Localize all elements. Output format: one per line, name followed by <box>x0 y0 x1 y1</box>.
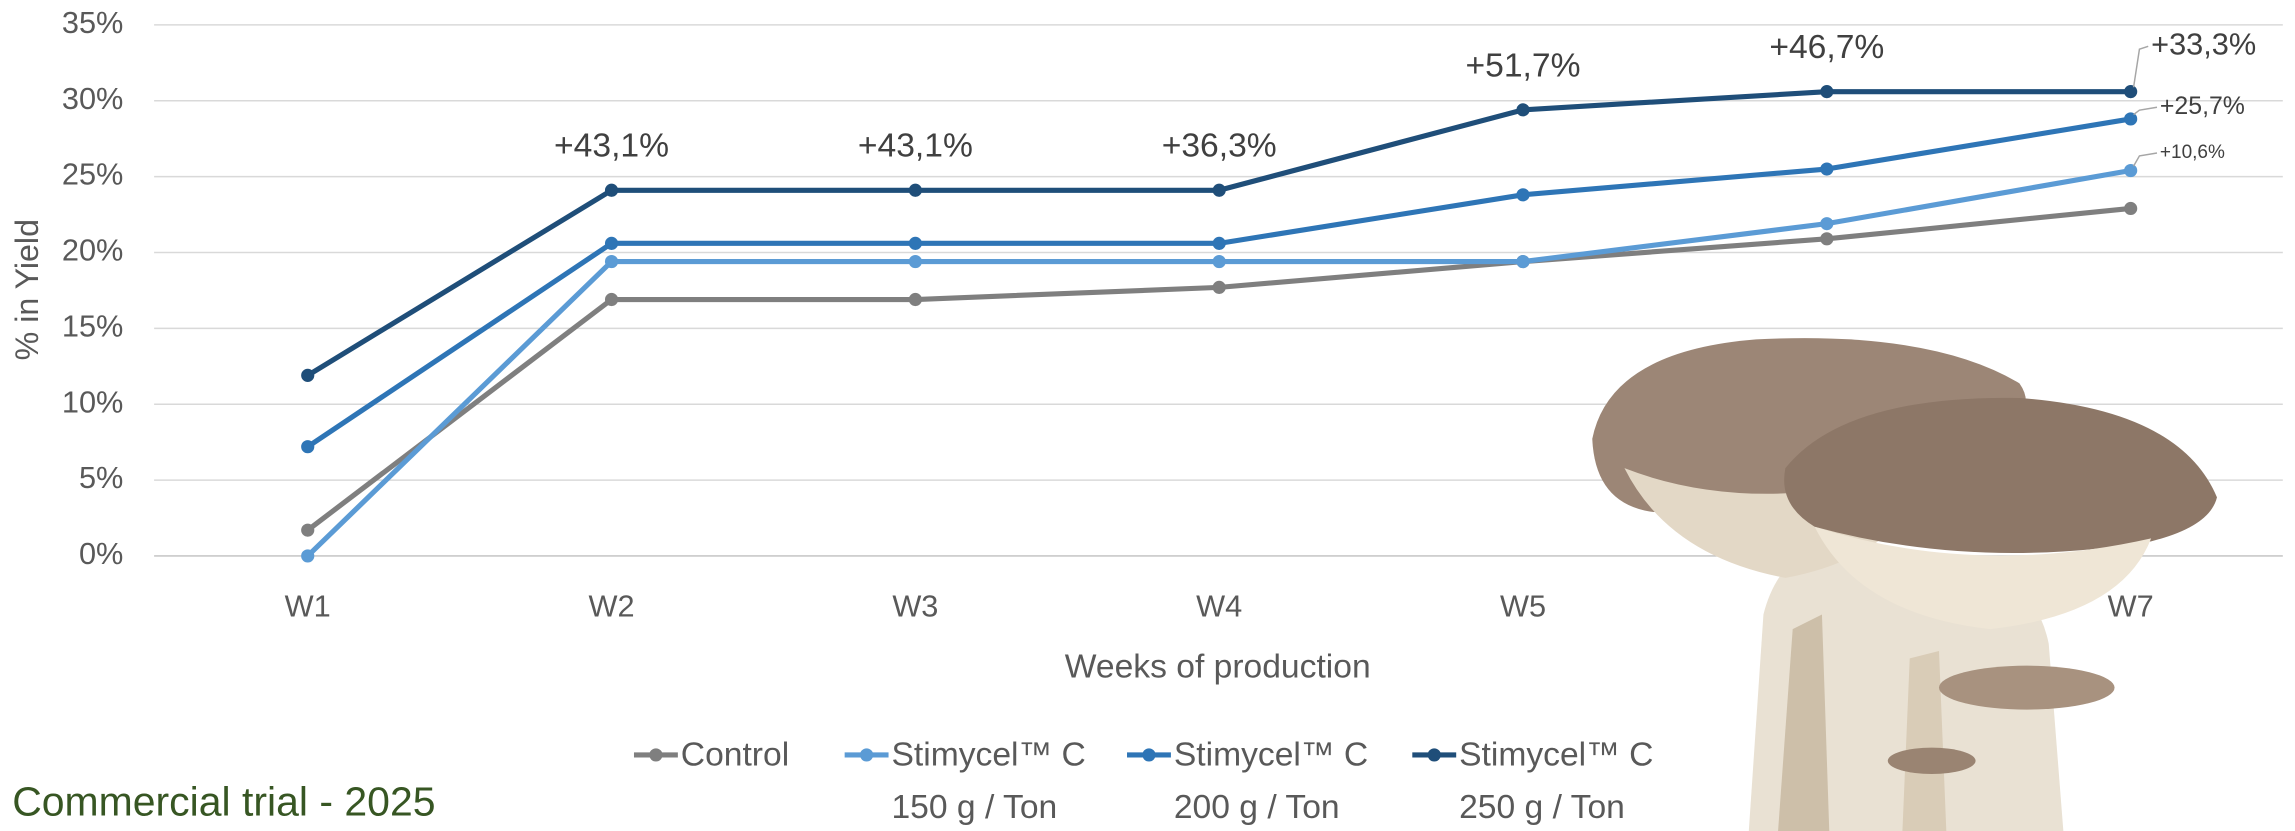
y-tick-label: 30% <box>62 81 123 116</box>
x-tick-label: W5 <box>1500 589 1546 624</box>
data-point <box>1516 103 1529 116</box>
data-point <box>2124 164 2137 177</box>
legend-marker <box>860 748 873 761</box>
data-point <box>301 524 314 537</box>
data-point <box>605 293 618 306</box>
mushroom-image <box>1592 338 2217 831</box>
y-tick-label: 5% <box>79 460 123 495</box>
point-label: +51,7% <box>1466 47 1581 84</box>
footnote: Commercial trial - 2025 <box>12 778 435 824</box>
x-tick-label: W1 <box>285 589 331 624</box>
data-point <box>909 237 922 250</box>
point-label: +46,7% <box>1769 29 1884 66</box>
label-leader <box>2134 153 2157 166</box>
data-point <box>1820 217 1833 230</box>
x-tick-label: W7 <box>2108 589 2154 624</box>
y-tick-label: 0% <box>79 536 123 571</box>
x-tick-label: W4 <box>1196 589 1242 624</box>
data-point <box>301 440 314 453</box>
point-label: +25,7% <box>2160 92 2245 120</box>
data-point <box>1213 281 1226 294</box>
point-label: +43,1% <box>554 128 669 165</box>
y-tick-label: 10% <box>62 384 123 419</box>
legend-marker <box>1428 748 1441 761</box>
chart: 0% 5% 10% 15% 20% 25% 30% 35% W1 W2 W3 W4 W5 W7 % in … <box>0 0 2295 831</box>
legend-label: Control <box>681 736 789 773</box>
data-point <box>2124 112 2137 125</box>
data-point <box>1820 85 1833 98</box>
data-point <box>1516 255 1529 268</box>
legend-marker <box>649 748 662 761</box>
x-axis-title: Weeks of production <box>1065 648 1371 685</box>
data-point <box>301 369 314 382</box>
data-point <box>605 237 618 250</box>
data-point <box>909 184 922 197</box>
point-label: +43,1% <box>858 128 973 165</box>
label-leader <box>2134 46 2149 87</box>
y-axis-title: % in Yield <box>9 219 45 360</box>
data-point <box>1820 162 1833 175</box>
data-point <box>1820 232 1833 245</box>
point-label: +10,6% <box>2160 142 2225 163</box>
data-point <box>605 184 618 197</box>
point-label: +36,3% <box>1162 128 1277 165</box>
data-point <box>301 549 314 562</box>
point-label: +33,3% <box>2151 26 2256 61</box>
legend-marker <box>1142 748 1155 761</box>
y-tick-label: 35% <box>62 5 123 40</box>
x-tick-label: W2 <box>589 589 635 624</box>
data-point <box>1516 188 1529 201</box>
y-tick-label: 15% <box>62 308 123 343</box>
data-point <box>1213 237 1226 250</box>
data-point <box>1213 184 1226 197</box>
y-tick-label: 25% <box>62 157 123 192</box>
data-point <box>2124 202 2137 215</box>
data-point <box>1213 255 1226 268</box>
data-point <box>605 255 618 268</box>
data-point <box>909 255 922 268</box>
data-point <box>909 293 922 306</box>
x-tick-label: W3 <box>892 589 938 624</box>
data-point <box>2124 85 2137 98</box>
y-tick-label: 20% <box>62 233 123 268</box>
label-leader <box>2134 107 2157 114</box>
